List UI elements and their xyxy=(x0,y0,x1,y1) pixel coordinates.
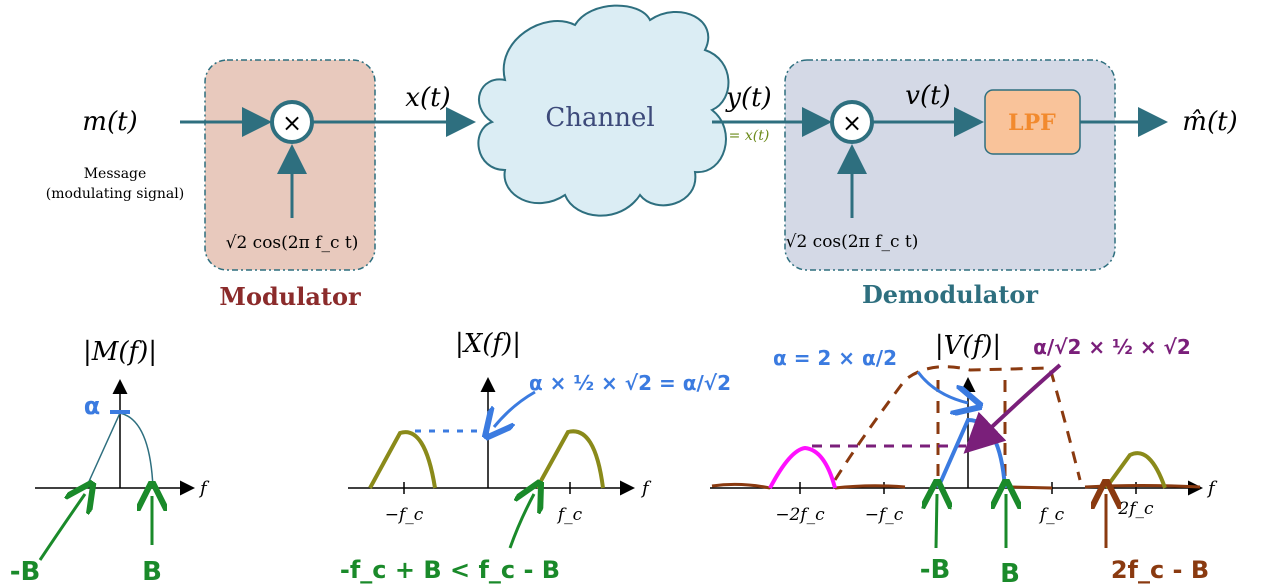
x-lobe-pos xyxy=(535,429,605,489)
v-axis-label: f xyxy=(1206,478,1218,499)
mod-carrier-label: √2 cos(2π f_c t) xyxy=(226,233,359,253)
message-caption-1: Message xyxy=(84,166,147,182)
mixer-1-symbol: × xyxy=(282,109,302,137)
v-blue-arrow xyxy=(916,371,968,403)
channel-cloud xyxy=(477,4,730,217)
m-note-b: B xyxy=(142,557,162,587)
m-axis-label: f xyxy=(198,478,210,499)
x-note-bottom: -f_c + B < f_c - B xyxy=(340,556,560,584)
v-spectrum-title: |V(f)| xyxy=(935,331,1001,361)
demod-carrier-label: √2 cos(2π f_c t) xyxy=(786,232,919,252)
demodulator-title: Demodulator xyxy=(862,280,1038,309)
y-label: y(t) xyxy=(725,83,771,113)
v-note-b: B xyxy=(1000,559,1020,587)
v-note-alpha: α = 2 × α/2 xyxy=(773,346,897,370)
v-olive-lobe xyxy=(1104,451,1167,490)
v-tick-m2fc-label: −2f_c xyxy=(775,505,825,525)
input-label: m(t) xyxy=(82,107,137,137)
v-note-purple: α/√2 × ½ × √2 xyxy=(1033,335,1191,359)
m-note-neg-b: -B xyxy=(10,557,41,587)
v-note-2fc-b: 2f_c - B xyxy=(1111,556,1209,584)
modulator-title: Modulator xyxy=(219,282,361,311)
x-peak-note: α × ½ × √2 = α/√2 xyxy=(529,371,731,395)
channel-label: Channel xyxy=(545,103,654,133)
x-blue-arrow xyxy=(494,390,536,427)
v-tick-2fc-label: 2f_c xyxy=(1117,499,1154,519)
x-label: x(t) xyxy=(405,83,450,113)
x-axis-label: f xyxy=(640,478,652,499)
x-lobe-neg xyxy=(368,430,437,489)
m-spectrum-title: |M(f)| xyxy=(83,337,157,367)
v-tick-mfc-label: −f_c xyxy=(865,505,904,525)
x-tick-pos-label: f_c xyxy=(556,505,583,525)
v-brown-dashed-envelope xyxy=(833,365,1082,481)
message-caption-2: (modulating signal) xyxy=(46,186,184,202)
x-green-arrow xyxy=(508,494,534,549)
lpf-label: LPF xyxy=(1008,110,1056,136)
m-green-arrow-left xyxy=(38,494,85,561)
v-tick-fc-label: f_c xyxy=(1038,505,1065,525)
x-spectrum-title: |X(f)| xyxy=(455,329,521,359)
m-peak-label: α xyxy=(84,392,101,420)
v-magenta-lobe xyxy=(768,445,837,489)
v-green-arrow-left xyxy=(936,494,937,549)
output-label: m̂(t) xyxy=(1182,107,1237,137)
y-equals-label: = x(t) xyxy=(729,128,770,144)
v-blue-baseband xyxy=(936,417,1007,489)
v-purple-arrow xyxy=(963,363,1062,454)
v-note-neg-b: -B xyxy=(920,555,951,585)
x-tick-neg-label: −f_c xyxy=(385,505,424,525)
v-label: v(t) xyxy=(905,81,950,111)
v-brown-baseline xyxy=(711,482,1201,490)
mixer-2-symbol: × xyxy=(842,109,862,137)
